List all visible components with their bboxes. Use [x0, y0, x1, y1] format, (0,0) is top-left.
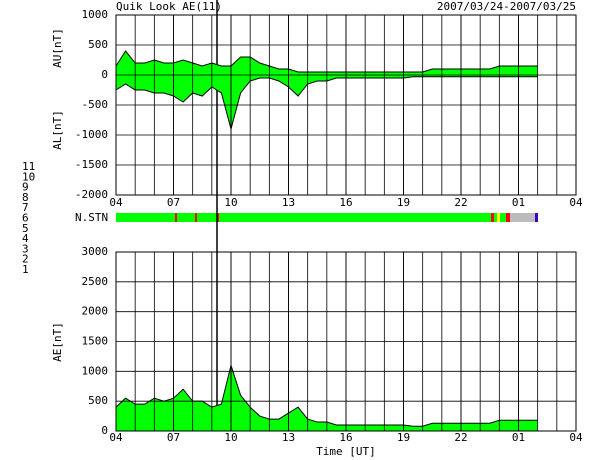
x-tick-label: 07: [167, 196, 180, 209]
plot-frame: [115, 14, 577, 196]
x-tick-label: 07: [167, 431, 180, 444]
station-legend-item: 11: [22, 160, 35, 173]
y-tick-label: 1000: [82, 8, 109, 21]
station-legend-item: 8: [22, 191, 29, 204]
al-label: AL[nT]: [51, 110, 64, 150]
x-tick-label: 22: [454, 196, 467, 209]
y-tick-label: 2500: [82, 275, 109, 288]
y-tick-label: 0: [101, 68, 108, 81]
nstn-gray: [510, 213, 535, 222]
nstn-mark: [497, 213, 500, 222]
station-legend-item: 2: [22, 253, 29, 266]
x-tick-label: 01: [512, 431, 525, 444]
au-label: AU[nT]: [51, 28, 64, 68]
band-fill: [116, 51, 538, 129]
nstn-mark: [535, 213, 538, 222]
x-tick-label: 19: [397, 431, 410, 444]
y-tick-label: 1500: [82, 335, 109, 348]
x-tick-label: 04: [569, 431, 583, 444]
station-legend-item: 9: [22, 181, 29, 194]
station-legend-item: 4: [22, 232, 29, 245]
x-tick-label: 13: [282, 431, 295, 444]
x-tick-label: 04: [569, 196, 583, 209]
y-tick-label: -1000: [75, 128, 108, 141]
x-tick-label: 10: [224, 196, 237, 209]
nstn-mark: [506, 213, 510, 222]
x-tick-label: 16: [339, 196, 352, 209]
x-tick-label: 10: [224, 431, 237, 444]
nstn-label: N.STN: [75, 211, 108, 224]
station-legend-item: 7: [22, 201, 29, 214]
y-tick-label: -2000: [75, 188, 108, 201]
x-tick-label: 22: [454, 431, 467, 444]
y-tick-label: 500: [88, 394, 108, 407]
station-legend-item: 5: [22, 222, 29, 235]
x-tick-label: 19: [397, 196, 410, 209]
y-tick-label: 1000: [82, 364, 109, 377]
x-tick-label: 16: [339, 431, 352, 444]
nstn-mark: [217, 213, 219, 222]
plot-frame: [115, 251, 577, 432]
y-tick-label: 500: [88, 38, 108, 51]
y-tick-label: 2000: [82, 305, 109, 318]
station-legend-item: 1: [22, 263, 29, 276]
y-tick-label: -500: [82, 98, 109, 111]
y-tick-label: 0: [101, 424, 108, 437]
nstn-mark: [175, 213, 177, 222]
station-legend-item: 3: [22, 242, 29, 255]
ae-label: AE[nT]: [51, 322, 64, 362]
x-axis-label: Time [UT]: [316, 445, 376, 458]
x-tick-label: 04: [109, 196, 123, 209]
date-range: 2007/03/24-2007/03/25: [437, 0, 576, 13]
station-legend-item: 10: [22, 170, 35, 183]
x-tick-label: 13: [282, 196, 295, 209]
nstn-bar: [116, 213, 538, 222]
x-tick-label: 01: [512, 196, 525, 209]
chart-title: Quik Look AE(11): [116, 0, 222, 13]
nstn-fill: [116, 213, 538, 222]
x-tick-label: 04: [109, 431, 123, 444]
nstn-mark: [491, 213, 494, 222]
station-legend-item: 6: [22, 212, 29, 225]
area-fill: [116, 365, 538, 431]
y-tick-label: 3000: [82, 245, 109, 258]
y-tick-label: -1500: [75, 158, 108, 171]
nstn-mark: [195, 213, 197, 222]
